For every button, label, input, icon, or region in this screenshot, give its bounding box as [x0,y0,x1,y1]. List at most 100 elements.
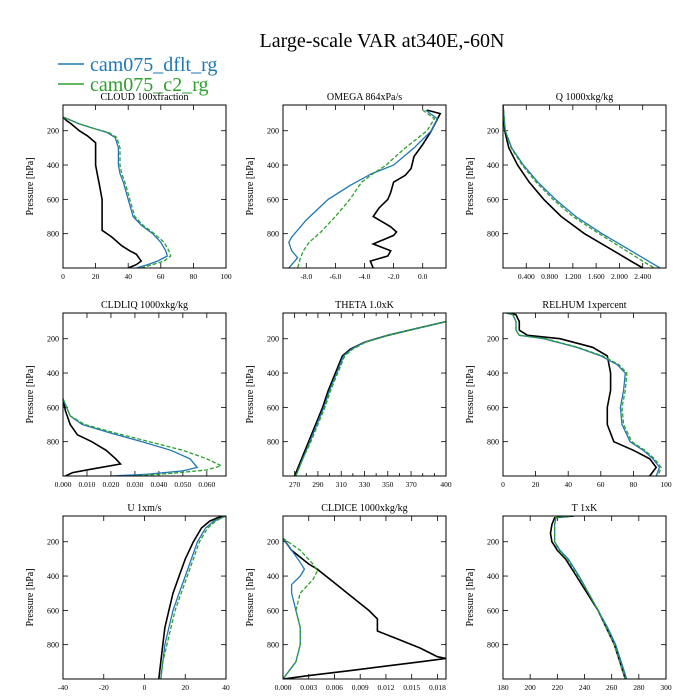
series-group [293,320,446,476]
series-line-cam075-c2-rg [506,313,662,476]
x-tick-label: 60 [157,272,165,281]
legend-label-dflt: cam075_dflt_rg [90,54,217,76]
x-tick-label: 330 [359,480,371,489]
panel-cldice: CLDICE 1000xkg/kg Pressure [hPa] 200 400 600… [245,503,447,692]
y-tick-label: 800 [47,230,59,239]
x-tick-label: 0 [143,683,147,692]
series-line-cam075-c2-rg [63,116,172,268]
panel-u: U 1xm/s Pressure [hPa] 200 400 600 800 -40 -20 0… [25,503,230,692]
x-tick-label: 100 [220,272,232,281]
series-line-cam075-c2-rg [296,109,436,268]
y-tick-label: 800 [47,438,59,447]
plot-frame [282,515,447,680]
series-line-cam075-c2-rg [295,320,446,476]
series-line-reference [506,313,658,476]
y-tick-label: 400 [267,572,279,581]
panel-title: U 1xm/s [127,503,161,514]
x-tick-label: -6.0 [329,272,341,281]
y-tick-label: 800 [267,641,279,650]
x-tick-label: 1.600 [588,272,605,281]
panel-title: CLDICE 1000xkg/kg [321,503,407,514]
plot-frame [502,312,667,477]
figure-title: Large-scale VAR at340E,-60N [260,30,505,52]
panel-title: Q 1000xkg/kg [556,92,614,103]
x-tick-label: 0.060 [198,480,215,489]
panel-title: OMEGA 864xPa/s [327,92,402,103]
series-line-cam075-dflt-rg [295,320,446,476]
y-tick-label: 600 [47,606,59,615]
x-tick-label: 0.000 [55,480,72,489]
x-tick-label: 20 [532,480,540,489]
x-tick-label: 40 [222,683,230,692]
series-line-cam075-c2-rg [63,398,223,476]
panel-title: T 1xK [572,503,598,514]
y-axis-label: Pressure [hPa] [25,157,36,215]
series-group [503,105,661,268]
series-line-cam075-dflt-rg [553,516,628,679]
series-line-reference [369,109,442,268]
y-tick-label: 200 [267,127,279,136]
series-line-reference [549,516,627,679]
x-tick-label: -8.0 [300,272,312,281]
x-tick-label: 0.009 [352,683,369,692]
x-tick-label: 0 [61,272,65,281]
y-axis-label: Pressure [hPa] [245,568,256,626]
x-tick-label: 100 [660,480,672,489]
series-group [63,116,172,268]
series-line-cam075-c2-rg [503,105,655,268]
series-line-reference [63,116,143,268]
y-tick-label: 600 [487,195,499,204]
series-line-reference [503,105,644,268]
panel-t: T 1xK Pressure [hPa] 200 400 600 800 180 200 220… [465,503,672,692]
y-tick-label: 600 [267,606,279,615]
y-axis-label: Pressure [hPa] [465,157,476,215]
x-tick-label: 0 [501,480,505,489]
series-group [506,313,662,476]
series-group [288,109,442,268]
plot-frame [62,104,227,269]
x-tick-label: 0.015 [403,683,420,692]
y-tick-label: 800 [487,438,499,447]
x-tick-label: 370 [405,480,417,489]
y-tick-label: 400 [47,369,59,378]
series-group [283,537,446,679]
panel-q: Q 1000xkg/kg Pressure [hPa] 200 400 600 800 0.… [465,92,667,281]
y-axis-label: Pressure [hPa] [465,568,476,626]
y-tick-label: 400 [267,369,279,378]
panel-cldliq: CLDLIQ 1000xkg/kg Pressure [hPa] 200 400 600… [25,300,227,489]
x-tick-label: 200 [525,683,537,692]
x-tick-label: -2.0 [388,272,400,281]
series-line-cam075-c2-rg [160,516,226,679]
y-tick-label: 400 [47,161,59,170]
panel-title: RELHUM 1xpercent [542,300,626,311]
x-tick-label: 260 [606,683,618,692]
series-group [549,516,628,679]
series-line-reference [283,537,446,679]
legend: cam075_dflt_rg cam075_c2_rg [58,54,217,96]
y-tick-label: 200 [487,335,499,344]
x-tick-label: 0.030 [126,480,143,489]
plot-frame [282,312,447,477]
plot-frame [62,515,227,680]
series-line-cam075-c2-rg [283,537,319,679]
x-tick-label: 0.800 [541,272,558,281]
x-tick-label: 40 [124,272,132,281]
x-tick-label: 0.010 [79,480,96,489]
panel-omega: OMEGA 864xPa/s Pressure [hPa] 200 400 600 800… [245,92,447,281]
x-tick-label: 0.018 [429,683,446,692]
x-tick-label: 20 [92,272,100,281]
panel-title: THETA 1.0xK [335,300,394,311]
plot-frame [62,312,227,477]
series-line-reference [158,516,226,679]
x-tick-label: -40 [58,683,68,692]
y-tick-label: 400 [47,572,59,581]
series-line-reference [293,320,446,476]
y-tick-label: 600 [487,606,499,615]
plot-frame [502,104,667,269]
x-tick-label: 290 [312,480,324,489]
x-tick-label: 2.400 [634,272,651,281]
y-tick-label: 400 [487,572,499,581]
